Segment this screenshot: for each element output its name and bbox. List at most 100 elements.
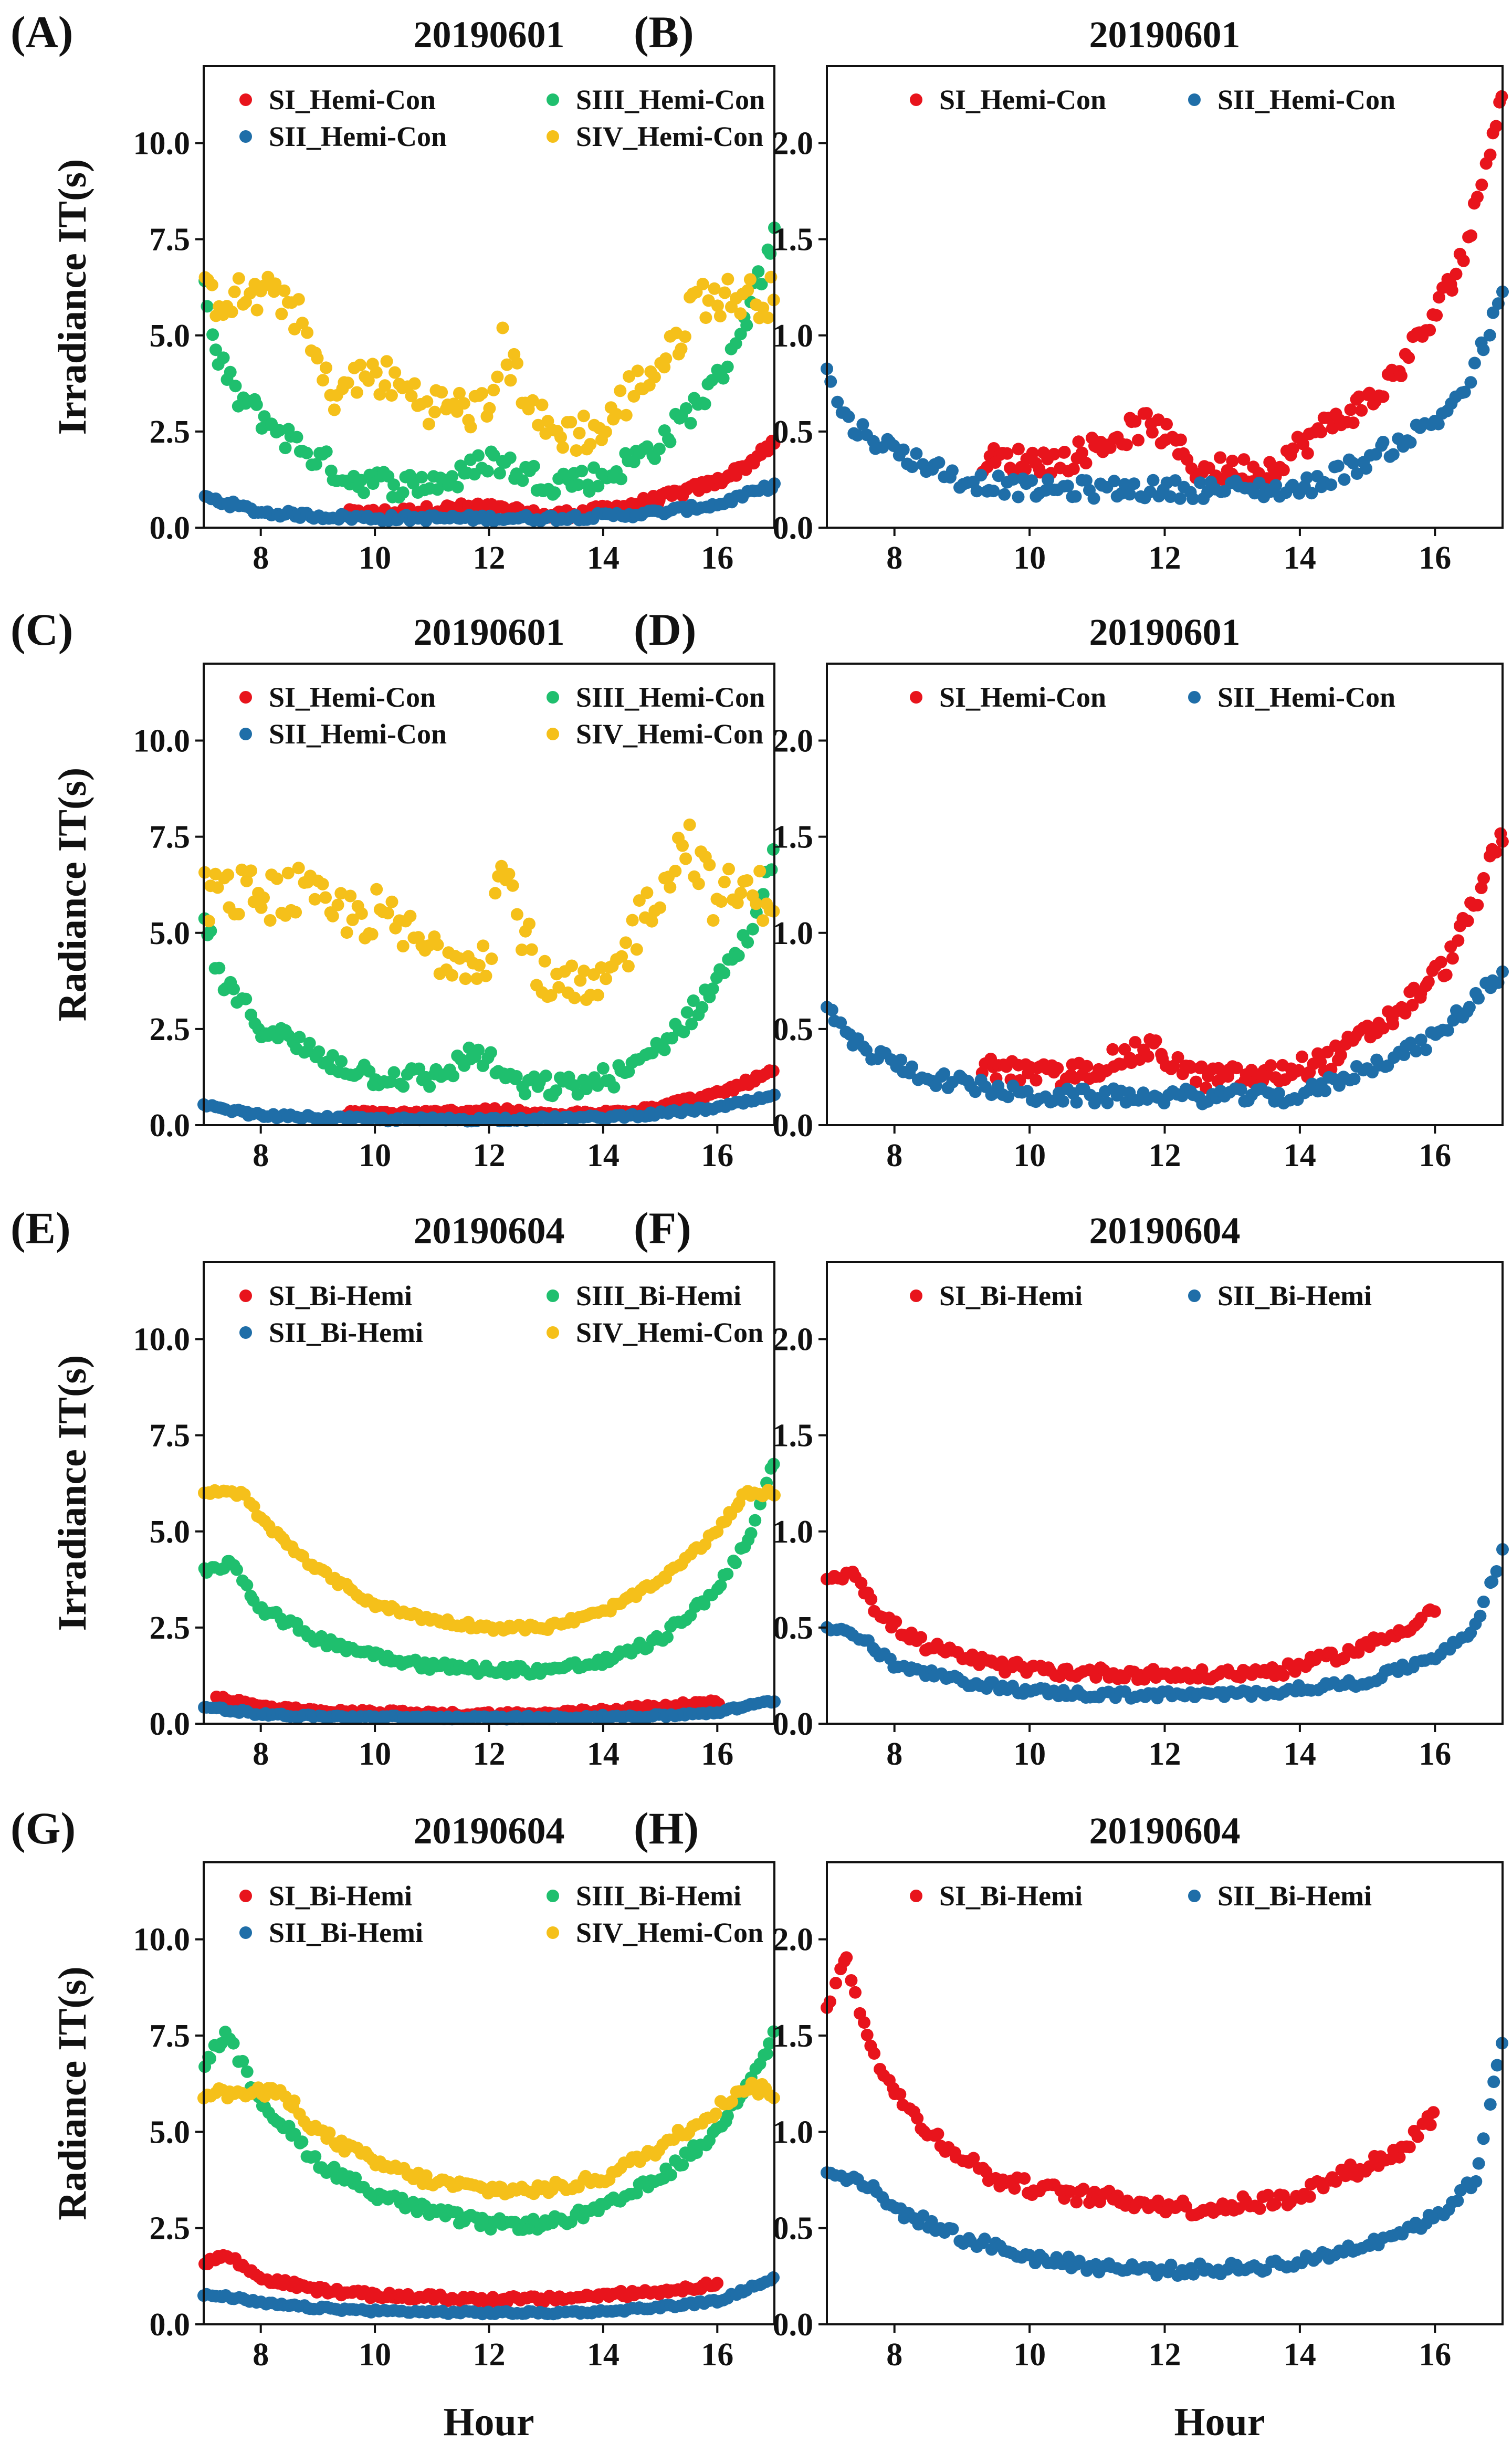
data-point bbox=[255, 901, 268, 914]
data-point bbox=[706, 982, 719, 995]
y-tick-label: 1.5 bbox=[773, 2018, 814, 2054]
data-point bbox=[239, 992, 253, 1005]
data-point bbox=[506, 879, 519, 892]
data-point bbox=[525, 943, 538, 956]
y-tick-label: 2.0 bbox=[773, 1922, 814, 1958]
data-point bbox=[491, 370, 504, 383]
data-point bbox=[676, 839, 689, 852]
data-point bbox=[703, 858, 716, 872]
legend-label: SIII_Bi-Hemi bbox=[576, 1280, 741, 1312]
data-point bbox=[1277, 464, 1290, 477]
data-point bbox=[1427, 2106, 1440, 2119]
y-tick-label: 5.0 bbox=[150, 1514, 191, 1550]
data-point bbox=[396, 940, 410, 952]
data-point bbox=[685, 1018, 698, 1031]
data-point bbox=[1129, 1036, 1142, 1049]
legend-label: SI_Bi-Hemi bbox=[939, 1880, 1083, 1912]
data-point bbox=[209, 343, 222, 357]
legend-marker bbox=[239, 728, 252, 740]
series-sii bbox=[821, 285, 1509, 505]
data-point bbox=[851, 429, 864, 442]
x-tick-label: 12 bbox=[1149, 2337, 1181, 2373]
data-point bbox=[1064, 2185, 1077, 2198]
data-point bbox=[741, 284, 754, 297]
data-point bbox=[653, 443, 666, 455]
data-point bbox=[296, 317, 309, 330]
data-point bbox=[1164, 2258, 1178, 2271]
y-tick-label: 0.5 bbox=[773, 1012, 814, 1047]
data-point bbox=[1432, 291, 1445, 304]
data-point bbox=[370, 883, 383, 896]
data-point bbox=[855, 1577, 868, 1590]
data-point bbox=[435, 386, 448, 399]
data-point bbox=[1484, 2098, 1497, 2111]
data-point bbox=[292, 293, 305, 306]
series-si bbox=[975, 827, 1509, 1094]
data-point bbox=[1056, 1095, 1069, 1108]
y-tick-label: 0.0 bbox=[773, 510, 814, 546]
data-point bbox=[204, 2052, 216, 2065]
data-point bbox=[823, 1995, 836, 2008]
data-point bbox=[1160, 417, 1173, 431]
x-tick-label: 14 bbox=[587, 1736, 620, 1772]
legend-label: SIII_Hemi-Con bbox=[576, 84, 765, 116]
legend: SI_Hemi-Con SII_Hemi-Con bbox=[910, 84, 1395, 116]
data-point bbox=[316, 877, 329, 890]
data-point bbox=[229, 380, 242, 393]
x-tick-label: 12 bbox=[473, 540, 506, 576]
data-point bbox=[1422, 976, 1435, 988]
y-tick-label: 0.0 bbox=[150, 1706, 191, 1742]
data-point bbox=[387, 1066, 401, 1079]
data-point bbox=[978, 2232, 991, 2246]
data-point bbox=[205, 278, 218, 291]
data-point bbox=[357, 486, 370, 499]
data-point bbox=[1195, 1060, 1208, 1073]
legend-marker bbox=[547, 130, 559, 143]
data-point bbox=[1297, 437, 1310, 450]
data-point bbox=[721, 272, 734, 286]
data-point bbox=[1123, 488, 1136, 501]
data-point bbox=[308, 893, 321, 906]
data-point bbox=[309, 458, 322, 471]
data-point bbox=[1489, 846, 1503, 858]
x-tick-label: 14 bbox=[587, 540, 620, 576]
panel-h: (H) 20190604 8 10 12 14 16 0.0 0.5 1.0 1.5 2.0 SI_Bi… bbox=[634, 1803, 1509, 2373]
data-point bbox=[1001, 447, 1014, 460]
data-point bbox=[250, 303, 264, 317]
data-point bbox=[1469, 2175, 1483, 2188]
panel-letter: (F) bbox=[634, 1203, 691, 1253]
x-axis-label-right: Hour bbox=[1174, 2400, 1265, 2443]
data-point bbox=[1347, 457, 1360, 470]
panel-letter: (E) bbox=[10, 1203, 71, 1253]
data-point bbox=[1348, 1072, 1361, 1085]
data-point bbox=[1399, 1006, 1412, 1020]
data-point bbox=[664, 435, 677, 448]
data-point bbox=[974, 469, 988, 481]
data-point bbox=[344, 889, 357, 903]
data-point bbox=[1140, 407, 1153, 420]
panel-letter: (B) bbox=[634, 7, 694, 57]
data-point bbox=[511, 357, 523, 370]
legend-marker bbox=[239, 1926, 252, 1939]
data-point bbox=[1104, 441, 1117, 454]
data-point bbox=[1447, 1014, 1460, 1027]
data-point bbox=[1264, 1059, 1277, 1072]
chart-title: 20190601 bbox=[1089, 611, 1241, 653]
data-point bbox=[665, 1032, 678, 1045]
y-tick-label: 7.5 bbox=[150, 820, 191, 855]
data-point bbox=[1446, 952, 1459, 965]
data-point bbox=[1079, 457, 1093, 469]
data-point bbox=[1077, 2183, 1090, 2196]
data-point bbox=[1451, 2194, 1464, 2207]
data-point bbox=[211, 881, 224, 894]
data-point bbox=[428, 405, 442, 418]
series-siii bbox=[198, 843, 780, 1103]
data-point bbox=[1018, 2172, 1031, 2185]
data-point bbox=[510, 1070, 523, 1083]
data-point bbox=[1230, 1062, 1243, 1075]
x-tick-label: 12 bbox=[473, 1736, 506, 1772]
data-point bbox=[1319, 1084, 1331, 1097]
legend-marker bbox=[547, 1890, 559, 1902]
data-point bbox=[743, 273, 757, 286]
